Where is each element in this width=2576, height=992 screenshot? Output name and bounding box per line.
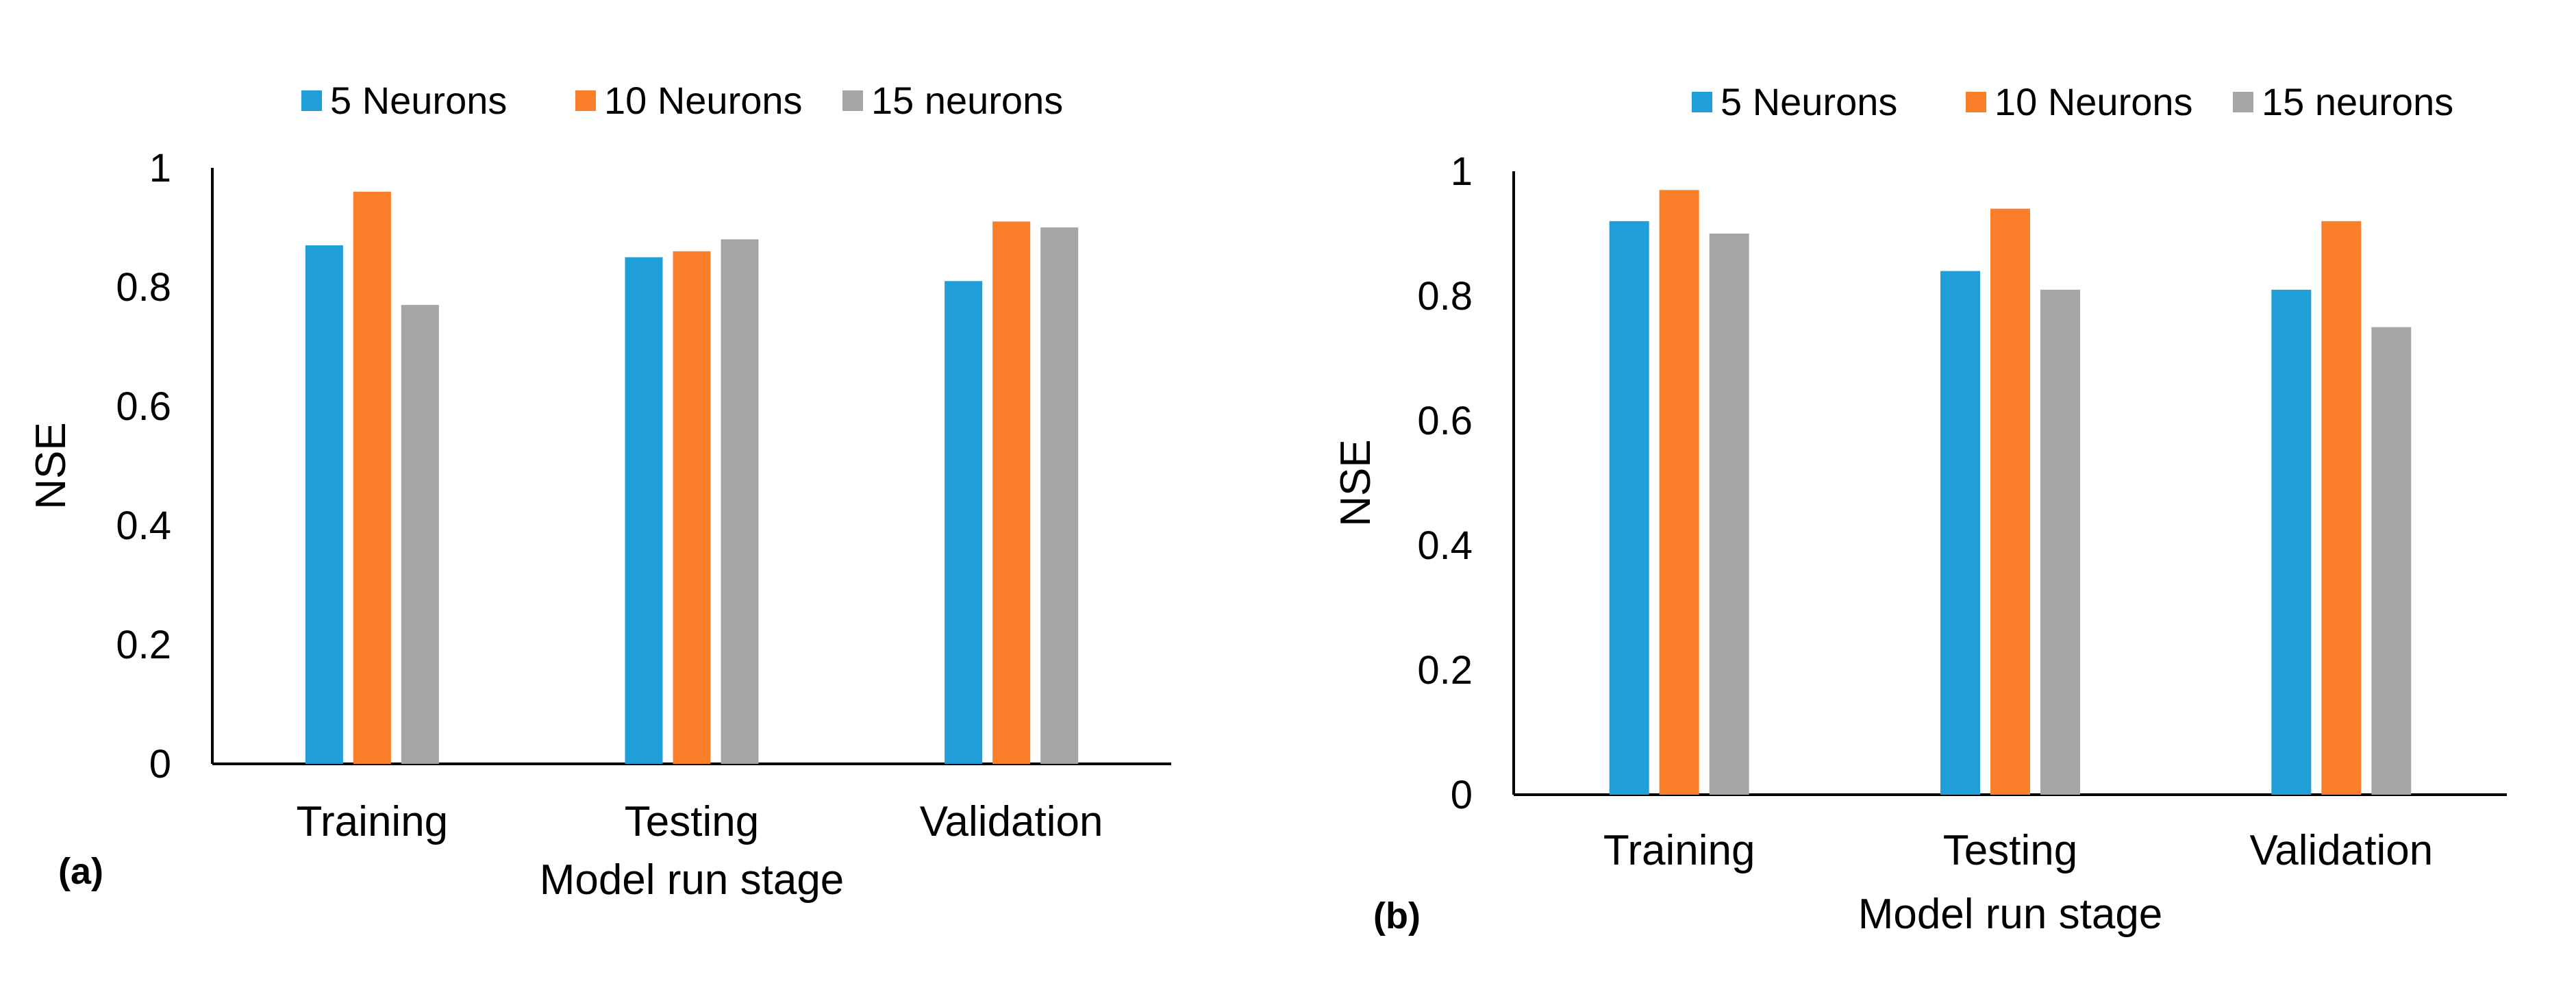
bar-10-neurons-validation [992, 221, 1031, 764]
legend-entry: 5 Neurons [330, 79, 507, 122]
y-tick-label: 0.8 [1417, 274, 1473, 319]
legend-entry: 10 Neurons [604, 79, 803, 122]
x-category-label: Training [1603, 827, 1755, 874]
panel-label: (a) [58, 851, 103, 892]
bar-5-neurons-testing [625, 257, 663, 764]
legend-swatch [301, 90, 322, 111]
x-category-label: Validation [2249, 827, 2433, 874]
x-category-label: Training [296, 798, 448, 845]
bar-10-neurons-training [353, 191, 391, 764]
bar-15-neurons-testing [2040, 289, 2080, 795]
x-category-label: Testing [625, 798, 759, 845]
y-tick-label: 1 [1451, 149, 1473, 194]
bar-10-neurons-testing [673, 251, 711, 764]
bar-10-neurons-validation [2321, 221, 2362, 795]
y-tick-label: 0.6 [1417, 399, 1473, 443]
bar-15-neurons-validation [1040, 227, 1079, 764]
bar-5-neurons-training [305, 245, 343, 765]
y-tick-label: 0.2 [116, 623, 171, 667]
y-tick-label: 0 [149, 742, 171, 786]
panel-label: (b) [1373, 895, 1421, 937]
bar-5-neurons-testing [1940, 271, 1980, 795]
x-axis-title: Model run stage [540, 856, 845, 904]
x-axis-title: Model run stage [1858, 891, 2163, 938]
x-category-label: Validation [920, 798, 1103, 845]
legend-swatch [1692, 92, 1712, 112]
y-tick-label: 0.2 [1417, 648, 1473, 693]
y-axis-title: NSE [1332, 439, 1379, 526]
bar-10-neurons-training [1659, 190, 1699, 795]
y-tick-label: 0.8 [116, 265, 171, 310]
chart-panel-a: 0 0.2 0.4 0.6 0.8 1 Training Testing Validation N… [27, 79, 1171, 904]
bar-15-neurons-training [401, 305, 439, 765]
legend-entry: 10 Neurons [1994, 80, 2193, 123]
bar-10-neurons-testing [1990, 208, 2030, 795]
y-tick-label: 0 [1451, 773, 1473, 817]
legend-swatch [1966, 92, 1986, 112]
legend-swatch [2233, 92, 2253, 112]
legend-swatch [575, 90, 596, 111]
chart-panel-b: 0 0.2 0.4 0.6 0.8 1 Training Testing Validation N… [1332, 80, 2507, 938]
legend-swatch [842, 90, 863, 111]
bar-5-neurons-validation [945, 281, 983, 764]
bar-15-neurons-testing [721, 239, 759, 764]
x-category-label: Testing [1943, 827, 2077, 874]
y-axis-title: NSE [27, 422, 75, 509]
y-tick-label: 1 [149, 146, 171, 190]
y-tick-label: 0.6 [116, 384, 171, 429]
legend-entry: 15 neurons [871, 79, 1063, 122]
bar-15-neurons-training [1709, 234, 1749, 795]
bar-5-neurons-training [1609, 221, 1649, 795]
legend-entry: 15 neurons [2262, 80, 2453, 123]
bar-5-neurons-validation [2271, 289, 2312, 795]
y-tick-label: 0.4 [1417, 523, 1473, 568]
legend-entry: 5 Neurons [1721, 80, 1897, 123]
bar-15-neurons-validation [2371, 327, 2412, 795]
y-tick-label: 0.4 [116, 504, 171, 548]
